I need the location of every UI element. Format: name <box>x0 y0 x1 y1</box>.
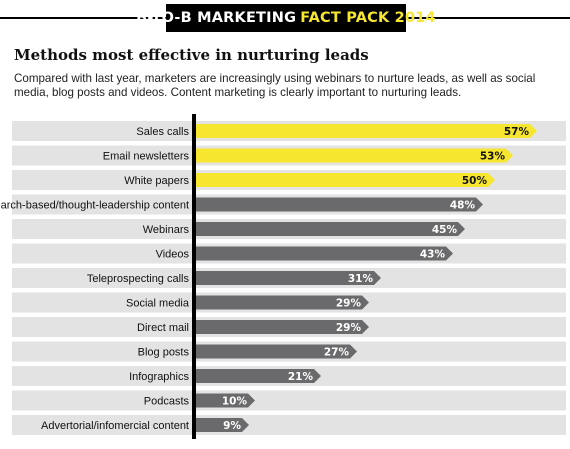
category-label: Podcasts <box>144 396 190 408</box>
value-label: 43% <box>420 249 446 261</box>
banner-highlight: FACT PACK 2014 <box>300 10 436 26</box>
category-label: Videos <box>156 249 190 261</box>
bar <box>195 320 369 334</box>
bar <box>195 369 321 383</box>
bar <box>195 295 369 310</box>
value-label: 48% <box>450 200 476 212</box>
chart-subtitle: Compared with last year, marketers are i… <box>14 72 536 99</box>
category-label: Teleprospecting calls <box>87 273 190 285</box>
value-label: 9% <box>223 420 241 432</box>
category-label: Webinars <box>143 224 190 236</box>
value-label: 10% <box>222 396 248 408</box>
category-label: Email newsletters <box>103 151 190 163</box>
value-label: 29% <box>336 322 362 334</box>
value-label: 50% <box>462 175 488 187</box>
value-label: 31% <box>348 273 374 285</box>
chart-title: Methods most effective in nurturing lead… <box>14 46 369 64</box>
banner-prefix: B-TO-B MARKETING <box>136 10 297 26</box>
bar <box>195 344 357 359</box>
value-label: 45% <box>432 224 458 236</box>
category-label: Advertorial/infomercial content <box>41 420 189 432</box>
value-label: 27% <box>324 347 350 359</box>
value-label: 21% <box>288 371 314 383</box>
value-label: 29% <box>336 298 362 310</box>
bar <box>195 222 465 236</box>
bar <box>195 148 513 163</box>
bar <box>195 418 249 432</box>
bar <box>195 197 483 212</box>
category-label: Sales calls <box>136 126 189 138</box>
category-label: Research-based/thought-leadership conten… <box>0 200 189 212</box>
category-label: Blog posts <box>138 347 190 359</box>
value-label: 57% <box>504 126 530 138</box>
value-label: 53% <box>480 151 506 163</box>
bar <box>195 271 381 285</box>
category-label: White papers <box>124 175 189 187</box>
row-band <box>12 390 566 411</box>
category-label: Infographics <box>129 371 189 383</box>
bar <box>195 393 255 408</box>
bar <box>195 124 537 138</box>
row-band <box>12 415 566 435</box>
bar-chart: Sales calls 57% Email newsletters 53% White … <box>0 114 566 439</box>
category-label: Social media <box>126 298 190 310</box>
bar <box>195 173 495 187</box>
category-label: Direct mail <box>137 322 189 334</box>
y-axis <box>192 114 196 439</box>
header-banner: B-TO-B MARKETING FACT PACK 2014 <box>136 4 436 32</box>
bar <box>195 246 453 261</box>
